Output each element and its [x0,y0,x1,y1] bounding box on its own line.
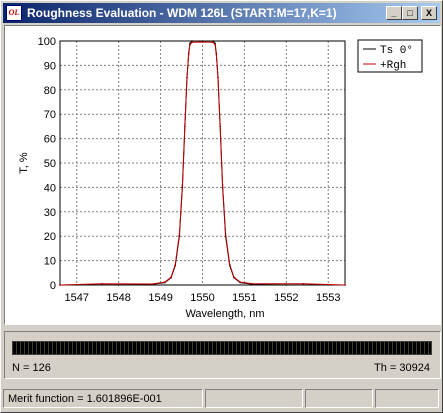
data-point [201,41,204,43]
threshold-label: Th = 30924 [374,362,430,374]
data-point [189,43,191,46]
data-point [59,284,61,286]
data-point [214,43,216,46]
data-point [191,40,193,42]
app-icon[interactable]: OL [6,5,22,21]
data-point [151,283,154,285]
data-point [224,232,227,235]
y-tick-label: 30 [44,207,56,219]
x-tick-label: 1548 [106,292,130,304]
status-merit-function: Merit function = 1.601896E-001 [3,389,203,408]
x-axis-label: Wavelength, nm [185,308,264,320]
data-point [217,76,219,79]
y-tick-label: 10 [44,256,56,268]
x-tick-label: 1553 [316,292,340,304]
y-tick-label: 20 [44,231,56,243]
x-tick-label: 1550 [190,292,214,304]
y-tick-label: 90 [44,60,56,72]
maximize-button[interactable]: □ [402,6,418,20]
data-point [212,41,214,44]
data-point [219,123,221,125]
data-point [212,40,214,42]
data-point [251,282,254,285]
close-button[interactable]: X [421,6,437,20]
legend-label-ts: Ts 0° [380,45,413,57]
window-title: Roughness Evaluation - WDM 126L (START:M… [27,6,337,20]
data-point [239,281,242,283]
x-tick-label: 1547 [65,292,89,304]
legend: Ts 0° +Rgh [357,39,423,73]
data-point [181,184,184,186]
data-point [178,232,181,235]
x-tick-label: 1552 [274,292,298,304]
data-point [174,263,177,266]
data-point [184,123,186,125]
status-cell-3 [305,389,373,408]
y-tick-label: 80 [44,85,56,97]
data-point [191,41,193,44]
progress-panel: N = 126 Th = 30924 [4,331,441,379]
data-point [302,282,304,285]
progress-fill [13,342,431,354]
data-point [117,284,120,286]
data-point [101,282,103,285]
data-point [221,184,224,186]
data-point [170,276,172,278]
y-tick-label: 40 [44,182,56,194]
x-tick-labels: 1547 1548 1549 1550 1551 1552 1553 [65,292,341,304]
x-tick-label: 1551 [232,292,256,304]
chart-panel: 0 10 20 30 40 50 60 70 80 90 100 1547 1548 1549 1550 1… [4,25,441,325]
chart-curves [59,40,346,286]
data-point [285,284,288,286]
y-tick-label: 0 [50,280,56,292]
title-bar[interactable]: OL Roughness Evaluation - WDM 126L (STAR… [3,3,440,23]
status-cell-2 [205,389,303,408]
status-bar: Merit function = 1.601896E-001 [3,389,440,409]
chart-grid [60,40,345,286]
legend-label-rgh: +Rgh [380,60,406,72]
x-tick-label: 1549 [148,292,172,304]
data-point [215,53,218,56]
data-point [187,53,190,56]
y-tick-labels: 0 10 20 30 40 50 60 70 80 90 100 [38,36,56,292]
data-point [186,76,188,79]
y-tick-label: 60 [44,134,56,146]
y-axis-label: T, % [18,152,30,174]
optimization-progress-bar [12,341,432,355]
data-point [228,263,231,266]
y-tick-label: 100 [38,36,56,48]
y-tick-label: 70 [44,109,56,121]
minimize-button[interactable]: _ [386,6,402,20]
status-cell-4 [375,389,439,408]
data-point [163,281,166,283]
data-point [344,284,346,286]
y-tick-label: 50 [44,158,56,170]
data-point [233,276,235,278]
iteration-count-label: N = 126 [12,362,51,374]
